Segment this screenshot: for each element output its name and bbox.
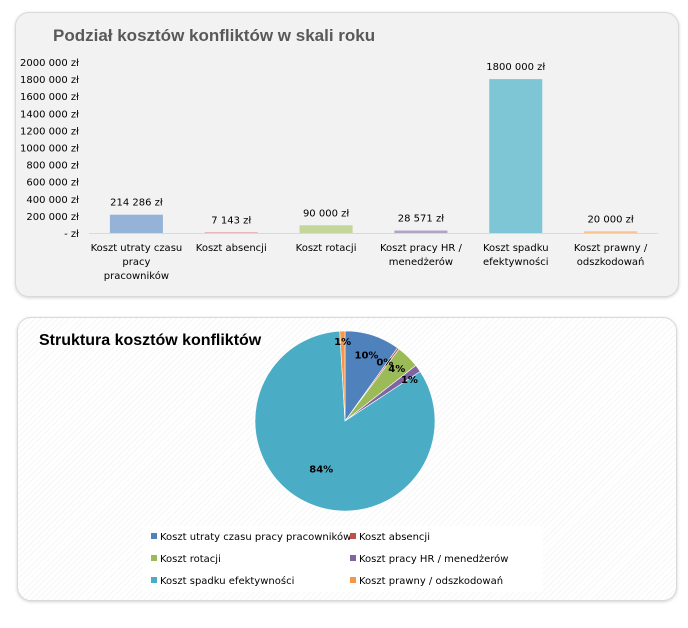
y-tick-label: 1400 000 zł bbox=[20, 109, 79, 120]
pie-slice bbox=[339, 330, 346, 422]
legend-swatch bbox=[151, 533, 157, 539]
legend-entry: Koszt rotacji bbox=[160, 554, 221, 565]
legend-swatch bbox=[350, 577, 356, 583]
legend-swatch bbox=[151, 577, 157, 583]
y-tick-label: - zł bbox=[64, 229, 79, 240]
bar bbox=[489, 79, 543, 233]
bar-data-label: 28 571 zł bbox=[398, 214, 444, 225]
bar-data-label: 20 000 zł bbox=[587, 214, 633, 225]
x-category-label: Koszt rotacji bbox=[296, 243, 357, 254]
x-category-label: Koszt utraty czasu bbox=[91, 243, 183, 254]
x-category-label: Koszt prawny / bbox=[574, 243, 648, 254]
pie-percent-label: 4% bbox=[388, 364, 405, 375]
pie-percent-labels: 10%0%4%1%84%1% bbox=[309, 337, 418, 475]
pie-chart-panel: Struktura kosztów konfliktów 10% 0% 4% 1% 84… bbox=[17, 317, 677, 601]
pie-percent-label: 1% bbox=[401, 375, 418, 386]
legend-swatch bbox=[350, 555, 356, 561]
bar-chart: Podział kosztów konfliktów w skali roku … bbox=[20, 26, 658, 282]
x-category-label: pracowników bbox=[104, 270, 169, 282]
x-category-label: menedżerów bbox=[389, 256, 453, 268]
legend-swatch bbox=[350, 533, 356, 539]
bar bbox=[299, 225, 353, 233]
pie-slice bbox=[254, 330, 436, 512]
pie-chart: Struktura kosztów konfliktów 10%0%4%1%84… bbox=[39, 330, 543, 592]
bar bbox=[584, 231, 638, 233]
x-category-label: odszkodowań bbox=[577, 256, 645, 268]
pie-percent-label: 1% bbox=[334, 337, 351, 348]
y-tick-label: 1800 000 zł bbox=[20, 75, 79, 86]
pie-chart-title: Struktura kosztów konfliktów bbox=[39, 332, 262, 349]
y-tick-label: 2000 000 zł bbox=[20, 58, 79, 69]
y-axis: 2000 000 zł 1800 000 zł 1600 000 zł 1400 00… bbox=[20, 58, 658, 240]
x-category-label: efektywności bbox=[483, 256, 549, 268]
pie-legend: Koszt utraty czasu pracy pracowników Kosz… bbox=[143, 526, 543, 592]
pie-percent-label: 10% bbox=[354, 350, 378, 361]
pie-percent-label: 84% bbox=[309, 464, 333, 475]
bar bbox=[204, 232, 258, 233]
bar bbox=[394, 230, 448, 233]
bar-data-label: 7 143 zł bbox=[211, 215, 251, 226]
bar-chart-panel: Podział kosztów konfliktów w skali roku … bbox=[15, 12, 679, 297]
pie-slices bbox=[254, 330, 436, 512]
legend-entry: Koszt utraty czasu pracy pracowników bbox=[160, 531, 351, 543]
y-tick-label: 800 000 zł bbox=[26, 161, 79, 172]
x-category-label: pracy bbox=[122, 257, 150, 268]
y-tick-label: 200 000 zł bbox=[26, 212, 79, 223]
bar bbox=[109, 214, 163, 233]
x-category-label: Koszt spadku bbox=[483, 243, 549, 254]
y-tick-label: 1000 000 zł bbox=[20, 144, 79, 155]
y-tick-label: 600 000 zł bbox=[26, 178, 79, 189]
bar-data-label: 1800 000 zł bbox=[486, 62, 545, 73]
legend-swatch bbox=[151, 555, 157, 561]
x-category-label: Koszt pracy HR / bbox=[380, 243, 463, 254]
legend-entry: Koszt spadku efektywności bbox=[160, 575, 294, 587]
legend-box bbox=[143, 526, 543, 592]
bar-marks: 214 286 zł 7 143 zł 90 000 zł 28 571 zł 1800… bbox=[109, 62, 638, 233]
x-category-label: Koszt absencji bbox=[196, 243, 267, 254]
y-tick-label: 1600 000 zł bbox=[20, 92, 79, 103]
y-tick-label: 1200 000 zł bbox=[20, 126, 79, 137]
bar-data-label: 90 000 zł bbox=[303, 208, 349, 219]
legend-entry: Koszt absencji bbox=[359, 532, 430, 543]
bar-data-label: 214 286 zł bbox=[110, 198, 163, 209]
y-tick-label: 400 000 zł bbox=[26, 195, 79, 206]
x-axis-categories: Koszt utraty czasu pracy pracowników Koszt … bbox=[91, 243, 648, 282]
legend-entry: Koszt prawny / odszkodowań bbox=[359, 575, 503, 587]
pie-percent-label: 0% bbox=[376, 357, 393, 368]
bar-chart-title: Podział kosztów konfliktów w skali roku bbox=[53, 26, 375, 45]
legend-entry: Koszt pracy HR / menedżerów bbox=[359, 553, 508, 565]
